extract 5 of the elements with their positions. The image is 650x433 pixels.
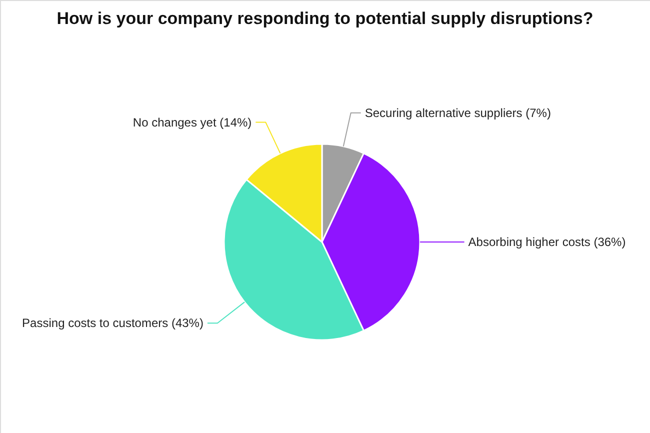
slice-label: Securing alternative suppliers (7%) [364,106,551,120]
slice-label: Passing costs to customers (43%) [22,316,204,330]
slice-label: Absorbing higher costs (36%) [468,235,626,249]
chart-title: How is your company responding to potential supply disruptions? [56,9,594,28]
slice-label: No changes yet (14%) [132,115,252,130]
